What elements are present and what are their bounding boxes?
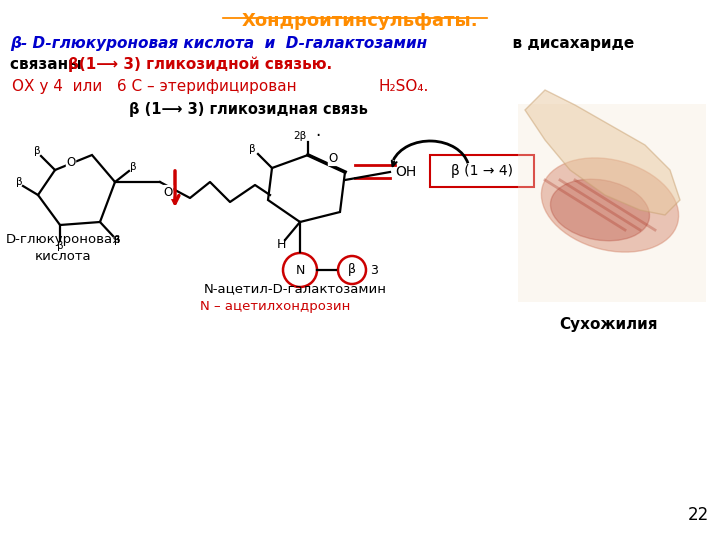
Polygon shape (525, 90, 680, 215)
Text: β(1⟶ 3) гликозидной связью.: β(1⟶ 3) гликозидной связью. (68, 57, 332, 72)
Text: в дисахариде: в дисахариде (502, 36, 634, 51)
Text: D-глюкуроновая
кислота: D-глюкуроновая кислота (6, 233, 120, 263)
Ellipse shape (551, 179, 649, 241)
Text: β: β (57, 241, 63, 251)
Ellipse shape (541, 158, 679, 252)
Text: N – ацетилхондрозин: N – ацетилхондрозин (200, 300, 350, 313)
Text: ·: · (315, 127, 320, 145)
Text: β: β (16, 177, 22, 187)
Text: O: O (328, 152, 338, 165)
Text: β: β (114, 235, 120, 245)
Text: β: β (130, 162, 136, 172)
Text: O: O (66, 156, 76, 168)
Text: β: β (34, 146, 40, 156)
FancyBboxPatch shape (430, 155, 534, 187)
Text: Хондроитинсульфаты.: Хондроитинсульфаты. (242, 12, 478, 30)
Text: β (1 → 4): β (1 → 4) (451, 164, 513, 178)
Text: ОХ у 4  или   6 C – этерифицирован: ОХ у 4 или 6 C – этерифицирован (12, 79, 302, 94)
Text: Сухожилия: Сухожилия (559, 317, 657, 332)
FancyBboxPatch shape (518, 104, 706, 302)
Text: OH: OH (395, 165, 416, 179)
Text: 22: 22 (688, 506, 708, 524)
Text: β (1⟶ 3) гликозидная связь: β (1⟶ 3) гликозидная связь (129, 102, 367, 117)
Text: 2β: 2β (293, 131, 307, 141)
Text: β- D-глюкуроновая кислота  и  D-галактозамин: β- D-глюкуроновая кислота и D-галактозам… (10, 36, 427, 51)
Text: β: β (348, 264, 356, 276)
Text: 3: 3 (370, 264, 378, 276)
Text: N-ацетил-D-галактозамин: N-ацетил-D-галактозамин (204, 282, 387, 295)
Text: H: H (276, 239, 286, 252)
Text: O: O (163, 186, 173, 199)
Text: связаны: связаны (10, 57, 87, 72)
Text: H₂SO₄.: H₂SO₄. (378, 79, 428, 94)
Text: N: N (295, 264, 305, 276)
Text: β: β (248, 144, 256, 154)
